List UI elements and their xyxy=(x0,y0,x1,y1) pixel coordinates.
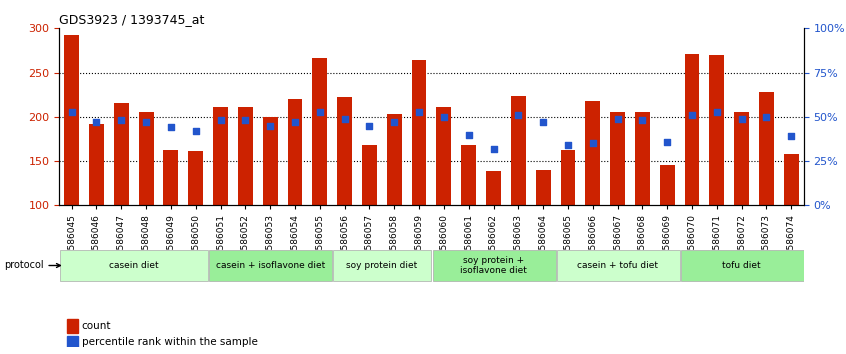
Text: protocol: protocol xyxy=(3,261,60,270)
Point xyxy=(363,123,376,129)
Bar xyxy=(338,97,352,205)
Bar xyxy=(486,171,501,205)
Bar xyxy=(784,154,799,205)
Bar xyxy=(238,107,253,205)
Bar xyxy=(387,114,402,205)
Bar xyxy=(362,145,376,205)
Bar xyxy=(684,54,700,205)
Text: soy protein +
isoflavone diet: soy protein + isoflavone diet xyxy=(460,256,527,275)
Bar xyxy=(89,124,104,205)
FancyBboxPatch shape xyxy=(209,250,332,281)
Bar xyxy=(67,319,78,333)
Bar xyxy=(734,113,749,205)
Point xyxy=(735,116,749,121)
Bar xyxy=(536,170,551,205)
Text: tofu diet: tofu diet xyxy=(722,261,761,270)
Point xyxy=(760,114,773,120)
Text: casein + isoflavone diet: casein + isoflavone diet xyxy=(216,261,325,270)
Text: casein + tofu diet: casein + tofu diet xyxy=(577,261,658,270)
Bar xyxy=(64,35,79,205)
Point xyxy=(387,119,401,125)
Point xyxy=(114,118,128,123)
Bar xyxy=(511,96,525,205)
Bar xyxy=(163,150,179,205)
Bar xyxy=(213,107,228,205)
Bar xyxy=(263,117,277,205)
Point xyxy=(784,133,798,139)
FancyBboxPatch shape xyxy=(681,250,804,281)
Bar xyxy=(585,101,600,205)
Point xyxy=(685,112,699,118)
Point xyxy=(164,125,178,130)
Point xyxy=(140,119,153,125)
Point xyxy=(288,119,302,125)
Point xyxy=(561,142,574,148)
Point xyxy=(214,118,228,123)
FancyBboxPatch shape xyxy=(432,250,556,281)
Point xyxy=(313,109,327,114)
Point xyxy=(586,141,600,146)
Point xyxy=(263,123,277,129)
Bar xyxy=(114,103,129,205)
FancyBboxPatch shape xyxy=(333,250,431,281)
Text: percentile rank within the sample: percentile rank within the sample xyxy=(81,337,257,347)
Bar xyxy=(312,58,327,205)
FancyBboxPatch shape xyxy=(60,250,208,281)
Bar xyxy=(412,60,426,205)
Bar xyxy=(139,113,153,205)
Bar xyxy=(437,107,451,205)
Bar xyxy=(710,55,724,205)
Bar xyxy=(610,113,625,205)
Text: count: count xyxy=(81,321,111,331)
Bar xyxy=(635,112,650,205)
Point xyxy=(462,132,475,137)
Point xyxy=(65,109,79,114)
Bar xyxy=(561,149,575,205)
Point xyxy=(661,139,674,144)
Point xyxy=(90,119,103,125)
Bar xyxy=(288,99,302,205)
Bar xyxy=(67,336,78,347)
Point xyxy=(536,119,550,125)
Point xyxy=(239,118,252,123)
Text: casein diet: casein diet xyxy=(109,261,158,270)
Bar xyxy=(189,152,203,205)
Point xyxy=(189,128,202,134)
Bar xyxy=(660,166,674,205)
FancyBboxPatch shape xyxy=(557,250,679,281)
Point xyxy=(338,116,351,121)
Bar xyxy=(759,92,774,205)
Text: GDS3923 / 1393745_at: GDS3923 / 1393745_at xyxy=(59,13,205,26)
Point xyxy=(635,118,649,123)
Point xyxy=(611,116,624,121)
Point xyxy=(710,109,723,114)
Text: soy protein diet: soy protein diet xyxy=(346,261,417,270)
Point xyxy=(437,114,451,120)
Point xyxy=(512,112,525,118)
Bar xyxy=(461,145,476,205)
Point xyxy=(486,146,500,152)
Point xyxy=(412,109,426,114)
